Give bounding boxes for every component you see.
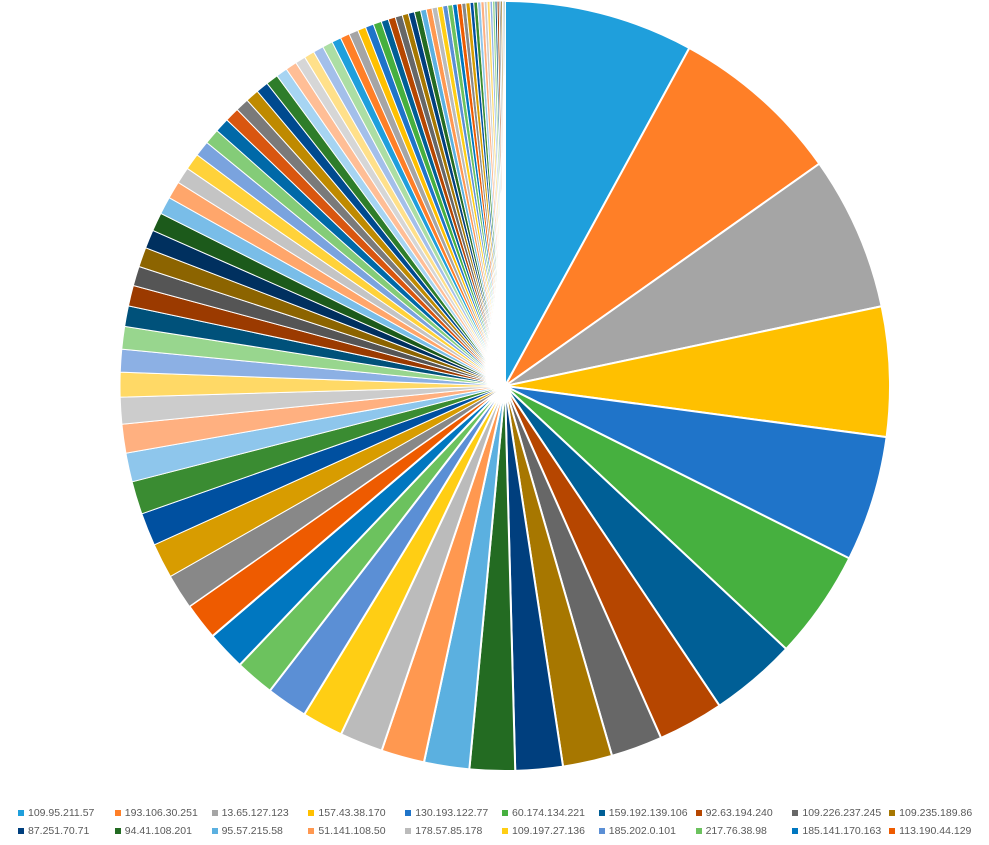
- legend-swatch: [114, 810, 121, 816]
- legend-label: 109.226.237.245: [802, 807, 882, 819]
- legend-item: 193.106.30.251: [114, 807, 212, 819]
- legend-item: 109.95.211.57: [18, 807, 115, 819]
- legend-swatch: [501, 828, 508, 834]
- pie-slice: [504, 0, 691, 387]
- legend-label: 87.251.70.71: [28, 825, 90, 837]
- legend-item: 109.197.27.136: [501, 825, 599, 837]
- legend-label: 178.57.85.178: [415, 825, 483, 837]
- legend-item: 185.141.170.163: [792, 825, 889, 837]
- legend-label: 95.57.215.58: [221, 825, 283, 837]
- legend: 109.95.211.57 193.106.30.251 13.65.127.123…: [18, 804, 988, 840]
- pie-slice: [504, 305, 891, 439]
- legend-item: 178.57.85.178: [405, 825, 502, 837]
- legend-label: 159.192.139.106: [608, 807, 688, 819]
- legend-item: 87.251.70.71: [18, 825, 115, 837]
- legend-swatch: [792, 810, 799, 816]
- legend-label: 13.65.127.123: [221, 807, 289, 819]
- pie-slice: [504, 162, 883, 387]
- pie-slice: [503, 0, 506, 387]
- legend-label: 92.63.194.240: [705, 807, 773, 819]
- legend-item: 185.202.0.101: [598, 825, 696, 837]
- pie-slice: [504, 47, 821, 387]
- legend-label: 113.190.44.129: [899, 825, 972, 837]
- legend-item: 94.41.108.201: [114, 825, 212, 837]
- legend-row: 87.251.70.71 94.41.108.201 95.57.215.58 51.…: [18, 822, 988, 840]
- legend-swatch: [308, 828, 315, 834]
- legend-label: 185.141.170.163: [802, 825, 882, 837]
- legend-swatch: [501, 810, 508, 816]
- legend-swatch: [405, 810, 412, 816]
- legend-label: 109.95.211.57: [28, 807, 95, 819]
- legend-swatch: [889, 828, 896, 834]
- legend-item: 109.235.189.86: [889, 807, 986, 819]
- legend-swatch: [598, 810, 605, 816]
- legend-label: 94.41.108.201: [124, 825, 192, 837]
- legend-item: 157.43.38.170: [308, 807, 405, 819]
- legend-label: 60.174.134.221: [511, 807, 585, 819]
- legend-item: 60.174.134.221: [501, 807, 599, 819]
- legend-item: 13.65.127.123: [211, 807, 309, 819]
- legend-swatch: [308, 810, 315, 816]
- legend-item: 113.190.44.129: [889, 825, 986, 837]
- legend-swatch: [405, 828, 412, 834]
- legend-swatch: [211, 828, 218, 834]
- legend-label: 157.43.38.170: [318, 807, 386, 819]
- legend-label: 185.202.0.101: [608, 825, 676, 837]
- legend-swatch: [18, 810, 24, 816]
- legend-label: 51.141.108.50: [318, 825, 386, 837]
- legend-swatch: [695, 828, 702, 834]
- legend-item: 159.192.139.106: [598, 807, 696, 819]
- legend-swatch: [792, 828, 799, 834]
- legend-swatch: [695, 810, 702, 816]
- legend-item: 109.226.237.245: [792, 807, 889, 819]
- legend-row: 109.95.211.57 193.106.30.251 13.65.127.123…: [18, 804, 988, 822]
- legend-swatch: [114, 828, 121, 834]
- legend-label: 109.197.27.136: [511, 825, 585, 837]
- legend-swatch: [18, 828, 24, 834]
- legend-swatch: [211, 810, 218, 816]
- pie-chart: [119, 0, 891, 772]
- legend-item: 51.141.108.50: [308, 825, 405, 837]
- legend-swatch: [889, 810, 896, 816]
- legend-item: 92.63.194.240: [695, 807, 793, 819]
- legend-item: 217.76.38.98: [695, 825, 793, 837]
- legend-label: 130.193.122.77: [415, 807, 489, 819]
- legend-label: 217.76.38.98: [705, 825, 767, 837]
- legend-item: 130.193.122.77: [405, 807, 502, 819]
- legend-label: 193.106.30.251: [124, 807, 198, 819]
- legend-swatch: [598, 828, 605, 834]
- legend-item: 95.57.215.58: [211, 825, 309, 837]
- legend-label: 109.235.189.86: [899, 807, 973, 819]
